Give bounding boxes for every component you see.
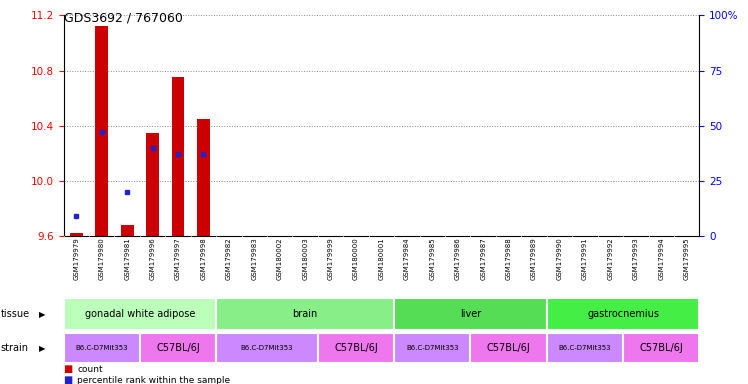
Bar: [171, 78, 184, 236]
Text: brain: brain: [292, 309, 318, 319]
Text: ■: ■: [64, 364, 73, 374]
Text: C57BL/6J: C57BL/6J: [640, 343, 683, 353]
Bar: [140, 333, 216, 363]
Text: gastrocnemius: gastrocnemius: [587, 309, 659, 319]
Text: percentile rank within the sample: percentile rank within the sample: [77, 376, 230, 384]
Bar: [394, 298, 547, 330]
Text: gonadal white adipose: gonadal white adipose: [85, 309, 195, 319]
Text: strain: strain: [1, 343, 28, 353]
Bar: [96, 26, 108, 236]
Text: GDS3692 / 767060: GDS3692 / 767060: [64, 12, 183, 25]
Bar: [394, 333, 470, 363]
Text: liver: liver: [460, 309, 481, 319]
Bar: [216, 333, 318, 363]
Text: count: count: [77, 365, 102, 374]
Bar: [197, 119, 209, 236]
Text: B6.C-D7Mit353: B6.C-D7Mit353: [241, 345, 293, 351]
Bar: [547, 298, 699, 330]
Bar: [318, 333, 394, 363]
Bar: [70, 233, 82, 236]
Text: B6.C-D7Mit353: B6.C-D7Mit353: [76, 345, 128, 351]
Bar: [120, 225, 133, 236]
Text: tissue: tissue: [1, 309, 30, 319]
Bar: [146, 132, 159, 236]
Text: ▶: ▶: [39, 310, 46, 319]
Bar: [64, 298, 216, 330]
Text: C57BL/6J: C57BL/6J: [334, 343, 378, 353]
Bar: [64, 333, 140, 363]
Bar: [547, 333, 623, 363]
Text: B6.C-D7Mit353: B6.C-D7Mit353: [406, 345, 459, 351]
Text: C57BL/6J: C57BL/6J: [156, 343, 200, 353]
Text: C57BL/6J: C57BL/6J: [487, 343, 530, 353]
Text: B6.C-D7Mit353: B6.C-D7Mit353: [559, 345, 611, 351]
Text: ■: ■: [64, 375, 73, 384]
Bar: [470, 333, 547, 363]
Bar: [623, 333, 699, 363]
Text: ▶: ▶: [39, 344, 46, 353]
Bar: [216, 298, 394, 330]
